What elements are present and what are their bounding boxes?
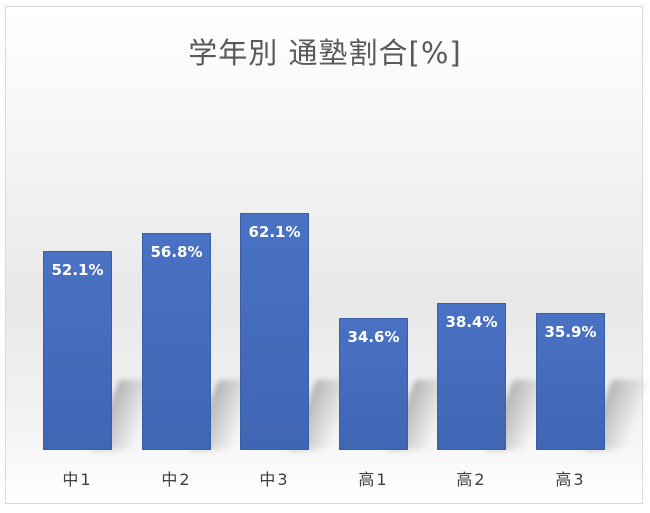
chart-title: 学年別 通塾割合[%] bbox=[188, 36, 462, 70]
data-label: 34.6% bbox=[347, 328, 400, 346]
x-tick-label: 中2 bbox=[161, 470, 192, 489]
bar: 34.6% bbox=[339, 318, 408, 450]
x-tick-label: 中3 bbox=[259, 470, 290, 489]
bar: 35.9% bbox=[536, 313, 605, 450]
data-label: 56.8% bbox=[150, 243, 203, 261]
bar: 56.8% bbox=[142, 233, 211, 450]
bar: 62.1% bbox=[240, 213, 309, 450]
bar: 52.1% bbox=[43, 251, 112, 450]
data-label: 52.1% bbox=[51, 261, 104, 279]
data-label: 38.4% bbox=[445, 313, 498, 331]
x-tick-label: 高1 bbox=[358, 470, 389, 489]
x-tick-label: 高2 bbox=[456, 470, 487, 489]
x-tick-label: 高3 bbox=[555, 470, 586, 489]
x-tick-label: 中1 bbox=[62, 470, 93, 489]
bar: 38.4% bbox=[437, 303, 506, 450]
data-label: 35.9% bbox=[544, 323, 597, 341]
data-label: 62.1% bbox=[248, 223, 301, 241]
